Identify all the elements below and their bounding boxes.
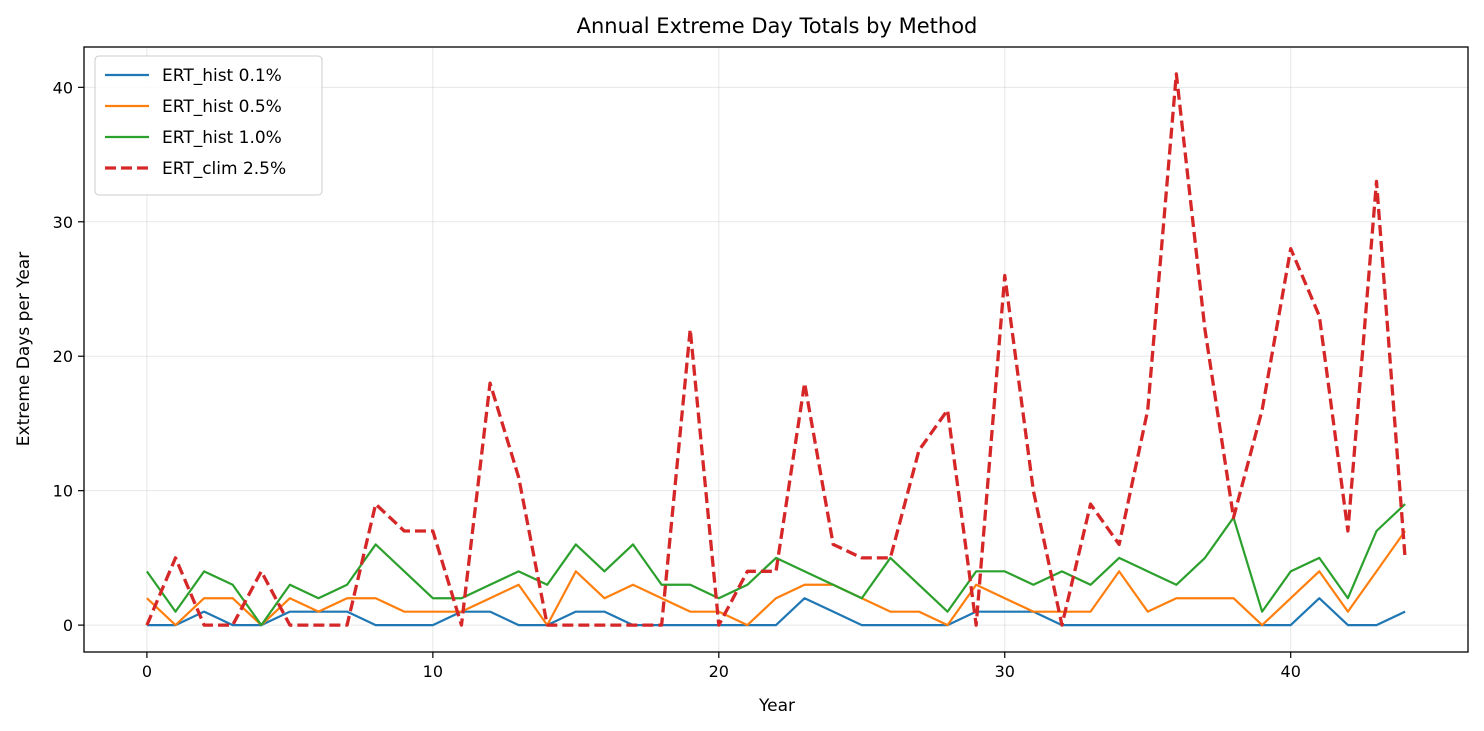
series-lines bbox=[145, 72, 1407, 627]
series-line-2 bbox=[146, 530, 1406, 627]
x-tick-label: 20 bbox=[709, 662, 729, 681]
series-line-1 bbox=[146, 597, 1406, 627]
legend-box bbox=[94, 55, 323, 196]
x-tick-label: 40 bbox=[1281, 662, 1301, 681]
y-tick-label: 40 bbox=[53, 78, 73, 97]
y-tick-label: 30 bbox=[53, 213, 73, 232]
legend: ERT_hist 0.1% ERT_hist 0.5% ERT_hist 1.0% E… bbox=[94, 55, 323, 196]
series-line-3 bbox=[146, 503, 1406, 627]
axis-ticks: 0 10 20 30 40 0 10 20 30 40 bbox=[53, 78, 1301, 681]
legend-entry-label: ERT_hist 0.5% bbox=[162, 97, 282, 117]
y-tick-label: 10 bbox=[53, 482, 73, 501]
x-tick-label: 30 bbox=[995, 662, 1015, 681]
x-tick-label: 10 bbox=[423, 662, 443, 681]
legend-entry-label: ERT_hist 1.0% bbox=[162, 128, 282, 148]
y-tick-label: 0 bbox=[63, 616, 73, 635]
legend-entry-label: ERT_clim 2.5% bbox=[162, 159, 286, 179]
legend-entry-label: ERT_hist 0.1% bbox=[162, 66, 282, 86]
plot-frame bbox=[83, 46, 1469, 653]
chart-title: Annual Extreme Day Totals by Method bbox=[577, 14, 978, 38]
x-tick-label: 0 bbox=[142, 662, 152, 681]
y-axis-label: Extreme Days per Year bbox=[14, 252, 34, 446]
x-axis-label: Year bbox=[758, 696, 795, 716]
y-tick-label: 20 bbox=[53, 347, 73, 366]
